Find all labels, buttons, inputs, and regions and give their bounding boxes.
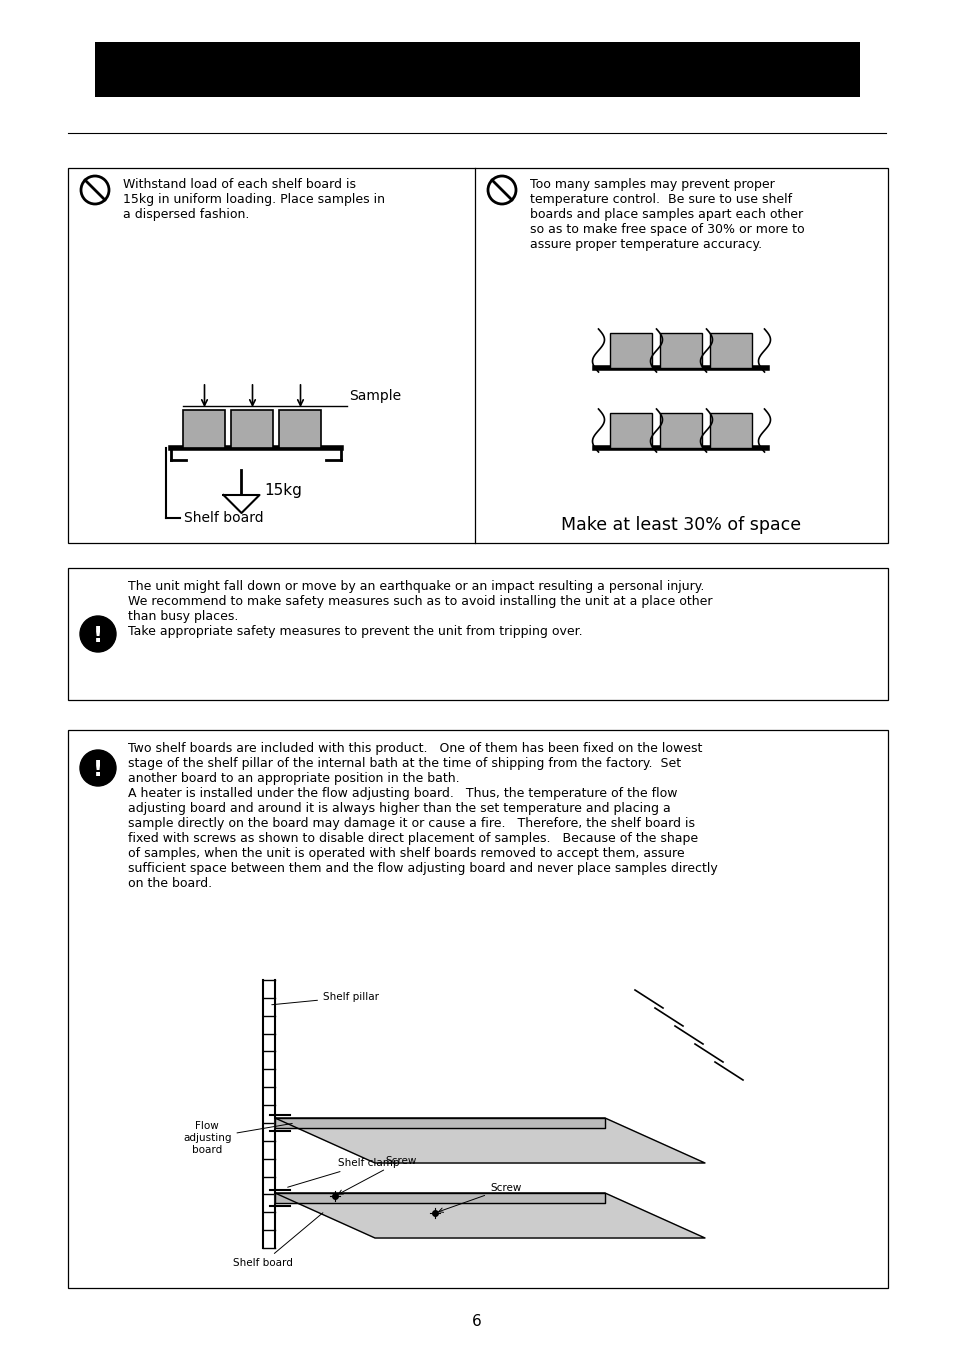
Text: !: ! (92, 760, 103, 780)
Text: Shelf clamp: Shelf clamp (288, 1158, 399, 1187)
Text: Withstand load of each shelf board is
15kg in uniform loading. Place samples in
: Withstand load of each shelf board is 15… (123, 178, 385, 221)
Text: Shelf board: Shelf board (184, 512, 264, 525)
Bar (183, 410, 225, 448)
Circle shape (80, 751, 116, 786)
Text: 6: 6 (472, 1315, 481, 1330)
Bar (68, 730, 887, 1288)
Text: Shelf board: Shelf board (233, 1212, 322, 1268)
Text: Shelf pillar: Shelf pillar (272, 992, 378, 1004)
Polygon shape (274, 1118, 704, 1162)
Text: Flow
adjusting
board: Flow adjusting board (183, 1122, 292, 1154)
Text: The unit might fall down or move by an earthquake or an impact resulting a perso: The unit might fall down or move by an e… (128, 580, 712, 639)
Text: 15kg: 15kg (264, 482, 302, 498)
Bar (710, 333, 752, 369)
Bar (279, 410, 321, 448)
Bar (610, 333, 652, 369)
Bar (710, 413, 752, 448)
Bar (232, 410, 274, 448)
Bar (68, 167, 887, 543)
Bar (68, 568, 887, 701)
Text: Two shelf boards are included with this product.   One of them has been fixed on: Two shelf boards are included with this … (128, 743, 717, 890)
Text: Screw: Screw (438, 1183, 521, 1212)
Polygon shape (274, 1118, 604, 1129)
Polygon shape (274, 1193, 604, 1203)
Bar (659, 413, 701, 448)
Bar (659, 333, 701, 369)
Bar (95, 42, 859, 97)
Circle shape (80, 616, 116, 652)
Text: Too many samples may prevent proper
temperature control.  Be sure to use shelf
b: Too many samples may prevent proper temp… (530, 178, 803, 251)
Polygon shape (223, 495, 259, 513)
Bar (610, 413, 652, 448)
Text: Sample: Sample (349, 389, 401, 404)
Text: Make at least 30% of space: Make at least 30% of space (561, 516, 801, 535)
Text: Screw: Screw (338, 1156, 416, 1195)
Polygon shape (274, 1193, 704, 1238)
Text: !: ! (92, 626, 103, 647)
